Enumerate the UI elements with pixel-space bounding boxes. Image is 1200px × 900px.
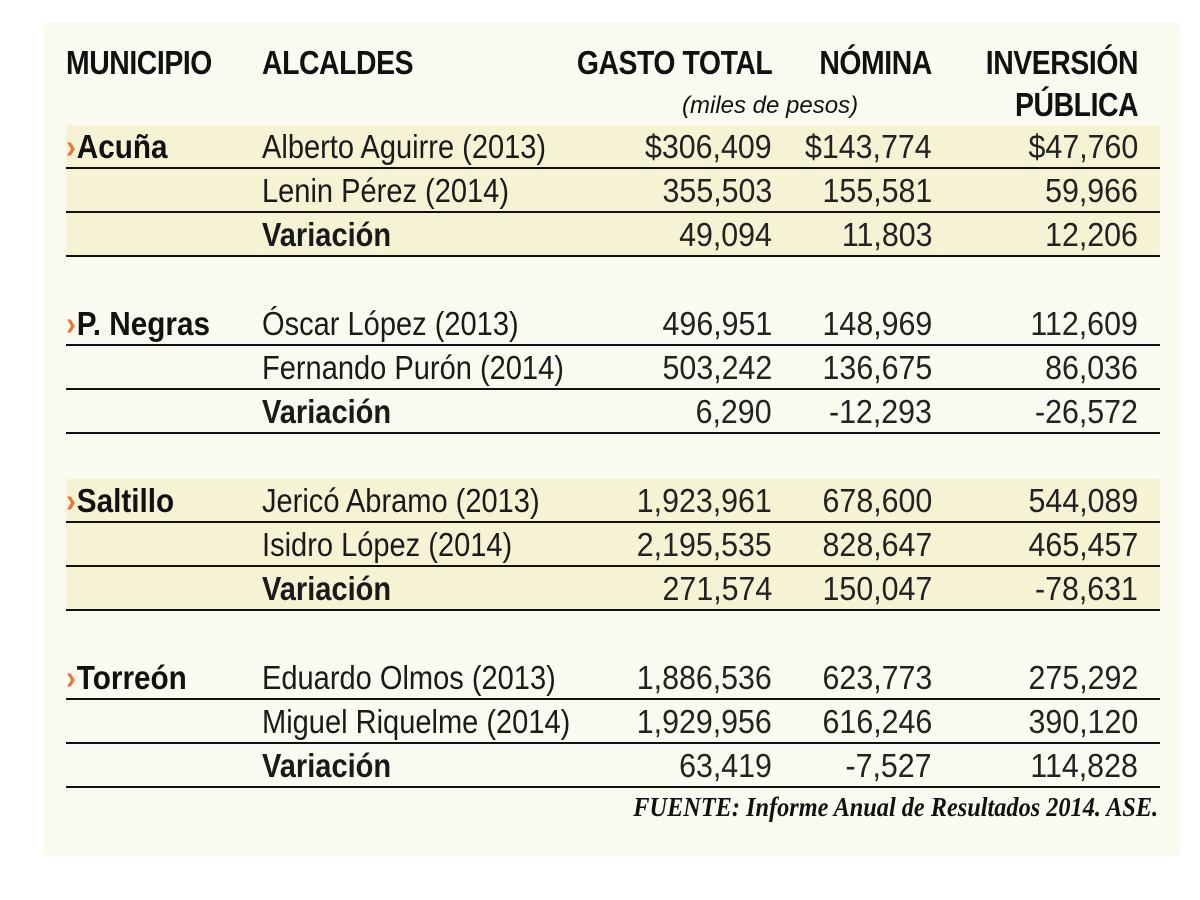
inversion-cell: 12,206 xyxy=(1045,216,1138,253)
gasto-total-cell: 503,242 xyxy=(662,349,772,386)
variation-row: Variación 63,419 -7,527 114,828 xyxy=(66,744,1160,788)
municipio-name: Saltillo xyxy=(76,482,175,519)
alcalde-cell: Miguel Riquelme (2014) xyxy=(262,703,571,740)
inversion-cell: 465,457 xyxy=(1028,526,1138,563)
header-units: (miles de pesos) xyxy=(682,92,859,119)
header-alcaldes: ALCALDES xyxy=(262,44,414,81)
variation-row: Variación 6,290 -12,293 -26,572 xyxy=(66,390,1160,434)
gasto-total-cell: 355,503 xyxy=(662,172,772,209)
block-spacer xyxy=(66,611,1160,656)
nomina-cell: 828,647 xyxy=(822,526,932,563)
variation-row: Variación 49,094 11,803 12,206 xyxy=(66,213,1160,257)
chevron-right-icon: › xyxy=(66,305,76,342)
inversion-cell: -78,631 xyxy=(1035,570,1138,607)
gasto-total-cell: 1,923,961 xyxy=(636,482,772,519)
inversion-cell: 86,036 xyxy=(1045,349,1138,386)
gasto-total-cell: 2,195,535 xyxy=(636,526,772,563)
spending-table: MUNICIPIO ALCALDES GASTO TOTAL NÓMINA IN… xyxy=(66,22,1160,788)
gasto-total-cell: 1,886,536 xyxy=(636,659,772,696)
municipio-name: Acuña xyxy=(76,128,168,165)
nomina-cell: -12,293 xyxy=(829,393,932,430)
municipio-cell: ›Saltillo xyxy=(66,483,174,519)
table-panel: MUNICIPIO ALCALDES GASTO TOTAL NÓMINA IN… xyxy=(44,22,1180,856)
nomina-cell: 623,773 xyxy=(822,659,932,696)
block-spacer xyxy=(66,434,1160,479)
alcalde-cell: Isidro López (2014) xyxy=(262,526,513,563)
nomina-cell: 150,047 xyxy=(822,570,932,607)
municipio-block-p-negras: ›P. Negras Óscar López (2013) 496,951 14… xyxy=(66,302,1160,434)
gasto-total-cell: 49,094 xyxy=(679,216,772,253)
variation-label: Variación xyxy=(262,393,392,430)
nomina-cell: -7,527 xyxy=(845,747,932,784)
municipio-name: Torreón xyxy=(76,659,187,696)
table-row: Isidro López (2014) 2,195,535 828,647 46… xyxy=(66,523,1160,567)
source-note: FUENTE: Informe Anual de Resultados 2014… xyxy=(633,792,1158,822)
inversion-cell: -26,572 xyxy=(1035,393,1138,430)
header-inversion-line2: PÚBLICA xyxy=(1014,86,1139,123)
chevron-right-icon: › xyxy=(66,482,76,519)
header-gasto-total: GASTO TOTAL xyxy=(576,44,772,81)
table-row: ›Saltillo Jericó Abramo (2013) 1,923,961… xyxy=(66,479,1160,523)
municipio-cell: ›Acuña xyxy=(66,129,168,165)
gasto-total-cell: 1,929,956 xyxy=(636,703,772,740)
municipio-cell: ›Torreón xyxy=(66,660,187,696)
alcalde-cell: Jericó Abramo (2013) xyxy=(262,482,540,519)
inversion-cell: 390,120 xyxy=(1028,703,1138,740)
municipio-block-saltillo: ›Saltillo Jericó Abramo (2013) 1,923,961… xyxy=(66,479,1160,611)
municipio-cell: ›P. Negras xyxy=(66,306,210,342)
nomina-cell: 148,969 xyxy=(822,305,932,342)
table-row: ›Torreón Eduardo Olmos (2013) 1,886,536 … xyxy=(66,656,1160,700)
variation-label: Variación xyxy=(262,747,392,784)
alcalde-cell: Alberto Aguirre (2013) xyxy=(262,128,547,165)
inversion-cell: 275,292 xyxy=(1028,659,1138,696)
block-spacer xyxy=(66,257,1160,302)
header-municipio: MUNICIPIO xyxy=(66,44,212,81)
alcalde-cell: Lenin Pérez (2014) xyxy=(262,172,510,209)
alcalde-cell: Fernando Purón (2014) xyxy=(262,349,564,386)
nomina-cell: 136,675 xyxy=(822,349,932,386)
table-header: MUNICIPIO ALCALDES GASTO TOTAL NÓMINA IN… xyxy=(66,22,1160,125)
table-row: ›Acuña Alberto Aguirre (2013) $306,409 $… xyxy=(66,125,1160,169)
nomina-cell: 616,246 xyxy=(822,703,932,740)
variation-label: Variación xyxy=(262,570,392,607)
inversion-cell: 544,089 xyxy=(1028,482,1138,519)
gasto-total-cell: 63,419 xyxy=(679,747,772,784)
nomina-cell: $143,774 xyxy=(805,128,932,165)
header-inversion-line1: INVERSIÓN xyxy=(985,44,1139,81)
inversion-cell: 59,966 xyxy=(1045,172,1138,209)
header-nomina: NÓMINA xyxy=(819,44,932,81)
gasto-total-cell: $306,409 xyxy=(645,128,772,165)
table-row: ›P. Negras Óscar López (2013) 496,951 14… xyxy=(66,302,1160,346)
nomina-cell: 678,600 xyxy=(822,482,932,519)
gasto-total-cell: 6,290 xyxy=(696,393,772,430)
inversion-cell: 114,828 xyxy=(1030,747,1138,784)
municipio-name: P. Negras xyxy=(76,305,210,342)
municipio-block-torreon: ›Torreón Eduardo Olmos (2013) 1,886,536 … xyxy=(66,656,1160,788)
municipio-block-acuna: ›Acuña Alberto Aguirre (2013) $306,409 $… xyxy=(66,125,1160,257)
nomina-cell: 155,581 xyxy=(822,172,932,209)
variation-row: Variación 271,574 150,047 -78,631 xyxy=(66,567,1160,611)
alcalde-cell: Eduardo Olmos (2013) xyxy=(262,659,556,696)
inversion-cell: 112,609 xyxy=(1030,305,1138,342)
nomina-cell: 11,803 xyxy=(841,216,932,253)
gasto-total-cell: 496,951 xyxy=(662,305,772,342)
table-row: Miguel Riquelme (2014) 1,929,956 616,246… xyxy=(66,700,1160,744)
table-row: Fernando Purón (2014) 503,242 136,675 86… xyxy=(66,346,1160,390)
alcalde-cell: Óscar López (2013) xyxy=(262,305,519,342)
chevron-right-icon: › xyxy=(66,128,76,165)
variation-label: Variación xyxy=(262,216,392,253)
gasto-total-cell: 271,574 xyxy=(662,570,772,607)
inversion-cell: $47,760 xyxy=(1028,128,1138,165)
chevron-right-icon: › xyxy=(66,659,76,696)
table-row: Lenin Pérez (2014) 355,503 155,581 59,96… xyxy=(66,169,1160,213)
